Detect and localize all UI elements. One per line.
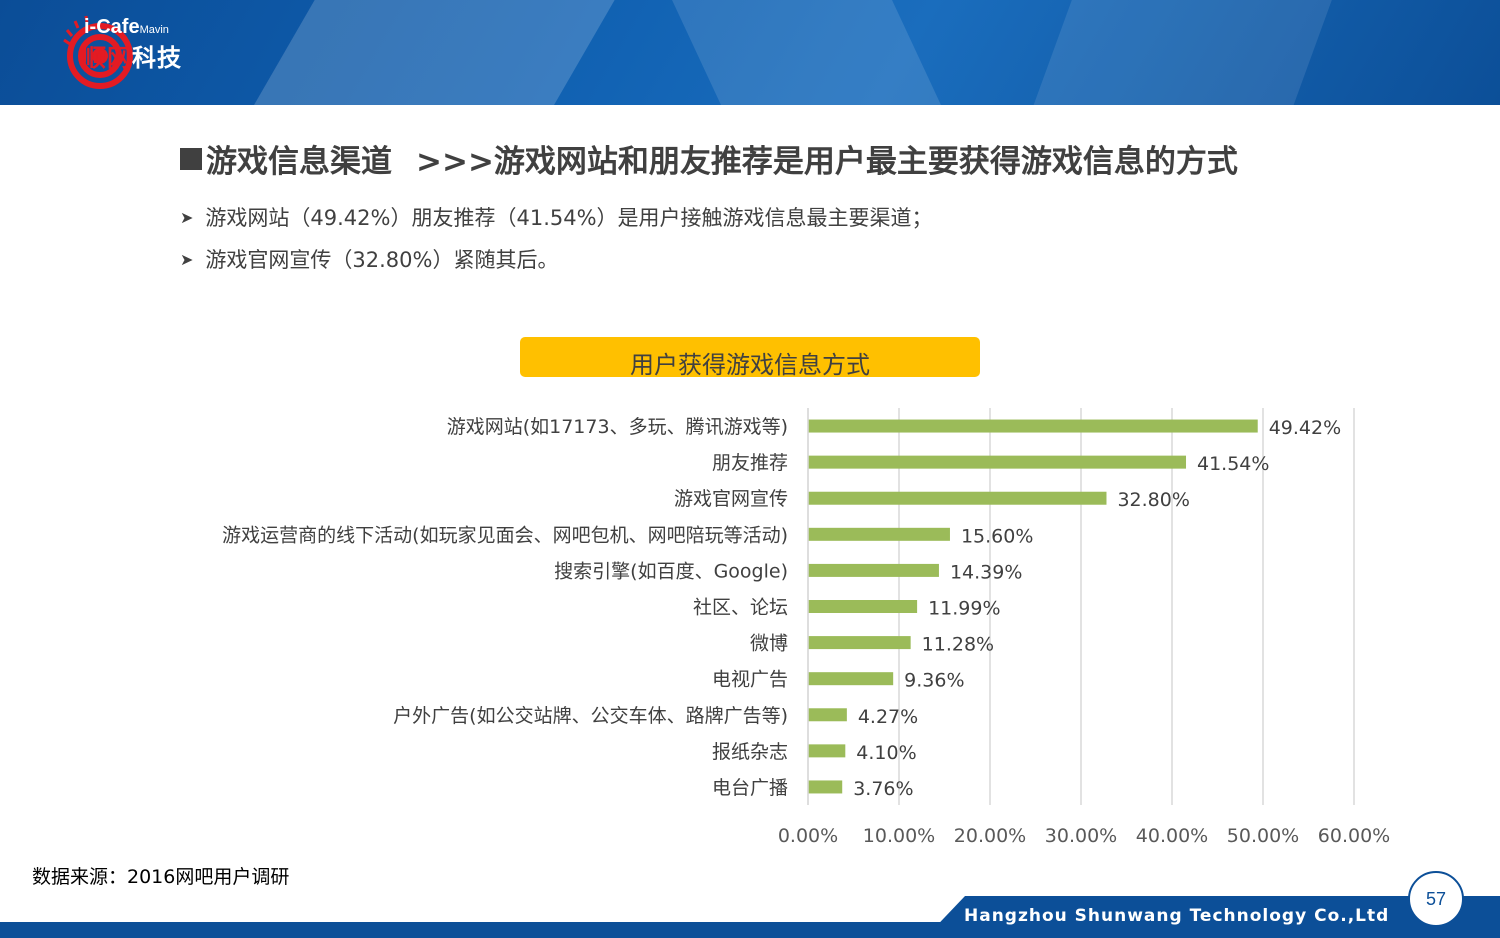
data-label: 9.36% — [904, 670, 964, 692]
company-logo — [62, 14, 292, 94]
data-label: 4.10% — [856, 742, 916, 764]
page-title-sub: >>>游戏网站和朋友推荐是用户最主要获得游戏信息的方式 — [416, 144, 1238, 180]
logo-brand-red: 顺网 — [82, 44, 132, 72]
footer-band — [925, 896, 1500, 938]
bar — [808, 455, 1187, 469]
bullet-text: 游戏官网宣传（32.80%）紧随其后。 — [205, 248, 559, 272]
logo-brand-top: i-CafeMavin — [84, 16, 169, 39]
bar — [808, 672, 894, 686]
bar — [808, 527, 950, 541]
bullet-text: 游戏网站（49.42%）朋友推荐（41.54%）是用户接触游戏信息最主要渠道； — [205, 206, 933, 230]
category-label: 游戏网站(如17173、多玩、腾讯游戏等) — [447, 416, 788, 438]
bar — [808, 563, 939, 577]
bar — [808, 708, 847, 722]
target-logo-icon — [63, 15, 133, 89]
bar — [808, 491, 1107, 505]
logo-brand-name: i-Cafe — [84, 16, 140, 38]
bar — [808, 744, 846, 758]
x-tick-label: 0.00% — [778, 825, 838, 847]
bar — [808, 419, 1258, 433]
bar — [808, 780, 843, 794]
chart-title: 用户获得游戏信息方式 — [630, 351, 870, 379]
category-label: 游戏官网宣传 — [674, 488, 788, 510]
data-source: 数据来源：2016网吧用户调研 — [32, 866, 290, 888]
x-tick-label: 30.00% — [1045, 825, 1117, 847]
category-label: 朋友推荐 — [712, 452, 788, 474]
logo-brand-sub: Mavin — [139, 24, 169, 36]
chart-title-box: 用户获得游戏信息方式 — [520, 337, 980, 379]
x-tick-label: 20.00% — [954, 825, 1026, 847]
category-label: 电视广告 — [712, 669, 788, 691]
arrow-bullet-icon: ➤ — [180, 249, 194, 269]
category-label: 报纸杂志 — [712, 741, 788, 763]
category-label: 微博 — [750, 633, 788, 655]
page-number-text: 57 — [1425, 888, 1447, 909]
data-label: 4.27% — [858, 706, 918, 728]
title-square-icon — [180, 148, 202, 170]
category-label: 搜索引擎(如百度、Google) — [554, 560, 788, 582]
arrow-bullet-icon: ➤ — [180, 207, 194, 227]
page-number: 57 — [1408, 871, 1464, 927]
x-tick-label: 50.00% — [1227, 825, 1299, 847]
data-label: 15.60% — [961, 525, 1033, 547]
data-label: 11.28% — [922, 634, 994, 656]
footer-company-name: Hangzhou Shunwang Technology Co.,Ltd — [964, 906, 1390, 926]
data-label: 14.39% — [950, 561, 1022, 583]
page-title-main: 游戏信息渠道 — [206, 144, 392, 180]
data-label: 11.99% — [928, 598, 1000, 620]
category-label: 电台广播 — [712, 777, 788, 799]
bar — [808, 600, 918, 613]
page-title: 游戏信息渠道 >>>游戏网站和朋友推荐是用户最主要获得游戏信息的方式 — [180, 136, 1238, 180]
data-label: 41.54% — [1197, 453, 1269, 475]
x-tick-label: 60.00% — [1318, 825, 1390, 847]
x-tick-label: 10.00% — [863, 825, 935, 847]
logo-brand-white: 科技 — [132, 44, 182, 72]
category-label: 游戏运营商的线下活动(如玩家见面会、网吧包机、网吧陪玩等活动) — [222, 524, 788, 546]
bar — [808, 636, 911, 650]
bullet-item: ➤ 游戏网站（49.42%）朋友推荐（41.54%）是用户接触游戏信息最主要渠道… — [180, 196, 1280, 238]
data-label: 3.76% — [853, 778, 913, 800]
data-label: 32.80% — [1117, 489, 1189, 511]
category-label: 户外广告(如公交站牌、公交车体、路牌广告等) — [393, 705, 788, 727]
bullet-item: ➤ 游戏官网宣传（32.80%）紧随其后。 — [180, 238, 1280, 280]
category-label: 社区、论坛 — [693, 597, 788, 619]
bullet-list: ➤ 游戏网站（49.42%）朋友推荐（41.54%）是用户接触游戏信息最主要渠道… — [180, 196, 1280, 280]
header-banner: i-CafeMavin 顺网科技 — [0, 0, 1500, 105]
x-tick-label: 40.00% — [1136, 825, 1208, 847]
logo-brand-bottom: 顺网科技 — [82, 38, 182, 73]
data-label: 49.42% — [1269, 417, 1341, 439]
